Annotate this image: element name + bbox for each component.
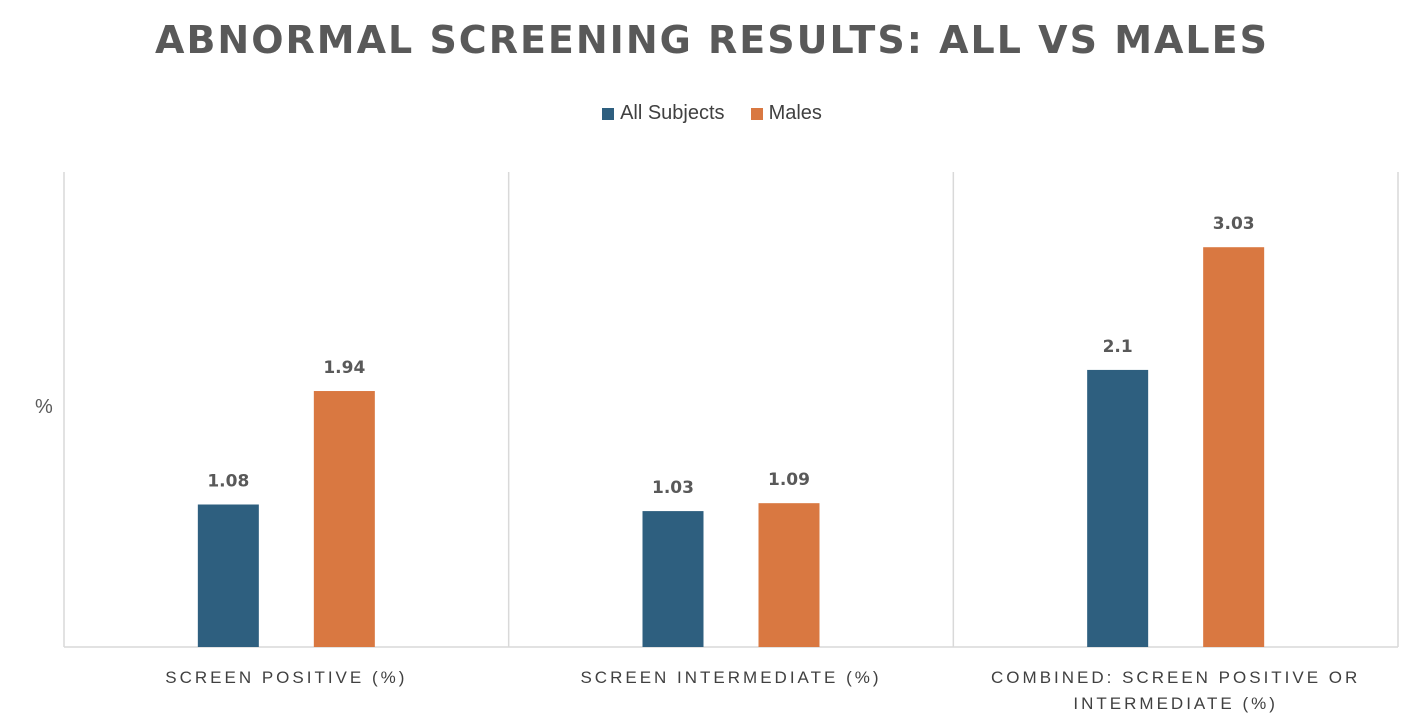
x-tick-label: COMBINED: SCREEN POSITIVE OR (991, 668, 1360, 687)
data-label-all-subjects: 1.08 (207, 472, 249, 492)
legend-item-all-subjects: All Subjects (602, 102, 725, 125)
bar-all-subjects (197, 504, 259, 647)
legend-item-males: Males (750, 102, 822, 125)
legend-label-males: Males (768, 102, 822, 124)
y-axis-label: % (35, 396, 53, 418)
bar-males (313, 391, 375, 647)
x-tick-label: SCREEN POSITIVE (%) (165, 668, 407, 687)
bar-all-subjects (642, 511, 704, 647)
legend-swatch-all-subjects (602, 107, 615, 120)
bar-males (758, 503, 820, 647)
chart-title: ABNORMAL SCREENING RESULTS: ALL VS MALES (155, 18, 1269, 62)
data-label-males: 1.09 (768, 470, 810, 490)
data-label-males: 1.94 (323, 358, 365, 378)
chart-legend: All Subjects Males (0, 102, 1424, 125)
bar-all-subjects (1087, 369, 1149, 647)
x-tick-label: SCREEN INTERMEDIATE (%) (580, 668, 881, 687)
data-label-males: 3.03 (1213, 214, 1255, 234)
bar-males (1203, 247, 1265, 648)
legend-swatch-males (750, 107, 763, 120)
data-label-all-subjects: 1.03 (652, 478, 694, 498)
data-label-all-subjects: 2.1 (1103, 337, 1133, 357)
x-tick-label: INTERMEDIATE (%) (1073, 694, 1277, 713)
legend-label-all-subjects: All Subjects (620, 102, 725, 124)
